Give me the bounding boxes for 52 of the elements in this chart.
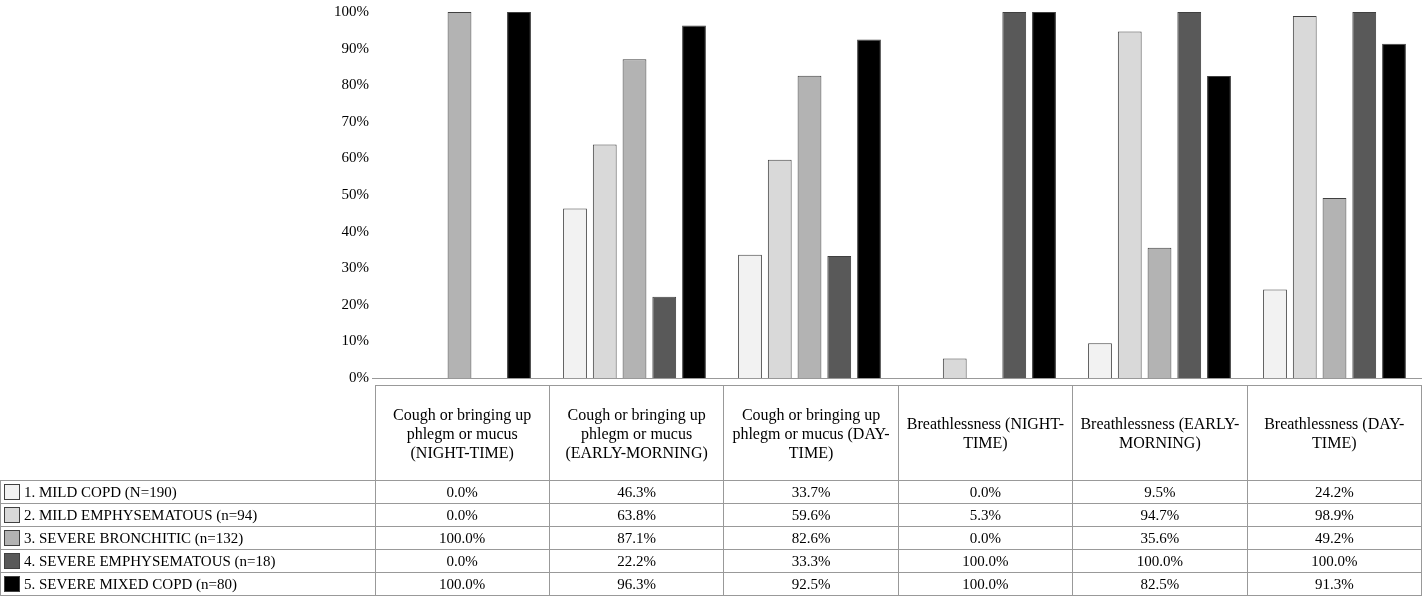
data-label: 33.3%: [723, 549, 899, 573]
legend-label: 3. SEVERE BRONCHITIC (n=132): [0, 526, 375, 550]
y-tick-label: 30%: [341, 259, 369, 276]
data-label: 100.0%: [375, 526, 550, 550]
y-tick-label: 90%: [341, 39, 369, 56]
data-label: 100.0%: [898, 549, 1073, 573]
data-label: 9.5%: [1072, 480, 1248, 504]
y-tick-label: 40%: [341, 222, 369, 239]
data-label: 63.8%: [549, 503, 724, 527]
data-label: 82.5%: [1072, 572, 1248, 596]
data-label: 24.2%: [1247, 480, 1422, 504]
data-label: 92.5%: [723, 572, 899, 596]
data-label: 100.0%: [375, 572, 550, 596]
data-label: 98.9%: [1247, 503, 1422, 527]
data-label: 59.6%: [723, 503, 899, 527]
x-tick-label: Cough or bringing up phlegm or mucus (DAY-TIME): [723, 385, 899, 481]
y-tick-label: 50%: [341, 185, 369, 202]
data-label: 33.7%: [723, 480, 899, 504]
data-label: 0.0%: [898, 480, 1073, 504]
data-label: 87.1%: [549, 526, 724, 550]
x-tick-label: Breathlessness (NIGHT-TIME): [898, 385, 1073, 481]
legend-label: 1. MILD COPD (N=190): [0, 480, 375, 504]
data-label: 96.3%: [549, 572, 724, 596]
y-tick-label: 70%: [341, 112, 369, 129]
legend-label: 5. SEVERE MIXED COPD (n=80): [0, 572, 375, 596]
x-tick-label: Cough or bringing up phlegm or mucus (EARLY-MORNING): [549, 385, 724, 481]
x-tick-label: Breathlessness (DAY-TIME): [1247, 385, 1422, 481]
data-label: 49.2%: [1247, 526, 1422, 550]
data-label: 82.6%: [723, 526, 899, 550]
y-tick-label: 20%: [341, 295, 369, 312]
data-label: 0.0%: [898, 526, 1073, 550]
x-tick-label: Breathlessness (EARLY-MORNING): [1072, 385, 1248, 481]
legend-label: 4. SEVERE EMPHYSEMATOUS (n=18): [0, 549, 375, 573]
data-label: 100.0%: [898, 572, 1073, 596]
data-label: 22.2%: [549, 549, 724, 573]
data-label: 100.0%: [1247, 549, 1422, 573]
x-tick-label: Cough or bringing up phlegm or mucus (NIGHT-TIME): [375, 385, 550, 481]
data-label: 5.3%: [898, 503, 1073, 527]
y-tick-label: 100%: [334, 2, 369, 19]
legend-label: 2. MILD EMPHYSEMATOUS (n=94): [0, 503, 375, 527]
data-label: 0.0%: [375, 549, 550, 573]
y-tick-label: 80%: [341, 76, 369, 93]
y-tick-label: 60%: [341, 149, 369, 166]
y-tick-label: 10%: [341, 332, 369, 349]
data-label: 0.0%: [375, 503, 550, 527]
y-tick-label: 0%: [349, 368, 369, 385]
data-label: 35.6%: [1072, 526, 1248, 550]
data-label: 100.0%: [1072, 549, 1248, 573]
data-label: 0.0%: [375, 480, 550, 504]
data-label: 91.3%: [1247, 572, 1422, 596]
data-label: 94.7%: [1072, 503, 1248, 527]
data-label: 46.3%: [549, 480, 724, 504]
